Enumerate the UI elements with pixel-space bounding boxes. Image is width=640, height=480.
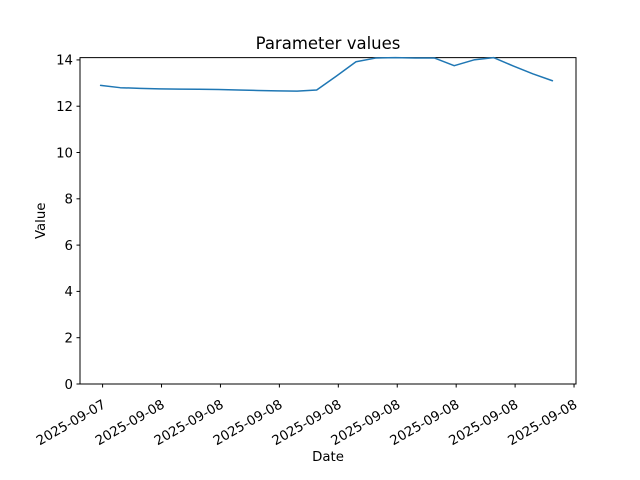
series-layer (99, 56, 554, 92)
series-line-parameter-values (99, 56, 554, 92)
axes-spines (79, 57, 577, 385)
y-tick-label: 14 (56, 54, 73, 69)
y-tick-label: 12 (56, 100, 73, 115)
y-tick-label: 10 (56, 146, 73, 161)
y-tick-label: 6 (65, 239, 73, 254)
axes-layer: 024681012142025-09-072025-09-082025-09-0… (34, 54, 580, 449)
y-tick-label: 2 (65, 332, 73, 347)
y-tick-label: 8 (65, 193, 73, 208)
chart-title: Parameter values (256, 34, 401, 53)
y-tick-label: 4 (65, 285, 73, 300)
y-tick-label: 0 (65, 378, 73, 393)
x-axis-label: Date (312, 450, 344, 465)
y-axis-label: Value (34, 203, 49, 240)
